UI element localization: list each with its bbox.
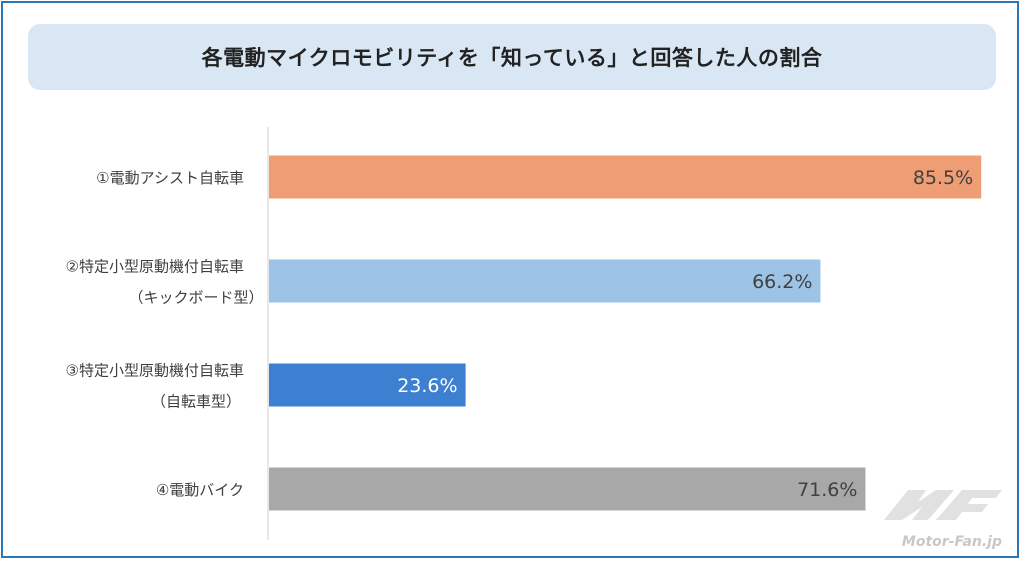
category-label-2-line-2: （キックボード型） (128, 289, 263, 307)
bar-1 (269, 155, 982, 199)
watermark-text: Motor-Fan.jp (901, 534, 1002, 550)
bar-4 (269, 467, 866, 511)
motor-fan-watermark: Motor-Fan.jp (878, 480, 1018, 560)
bar-value-label-2: 66.2% (752, 271, 812, 293)
category-label-3-line-2: （自転車型） (151, 393, 241, 411)
bar-2 (269, 259, 821, 303)
chart-title: 各電動マイクロモビリティを「知っている」と回答した人の割合 (201, 46, 823, 70)
bar-value-label-1: 85.5% (913, 167, 973, 189)
mf-logo (884, 490, 1002, 520)
bar-value-label-3: 23.6% (397, 375, 457, 397)
category-label-3-line-1: ③特定小型原動機付自転車 (66, 362, 244, 380)
title-banner: 各電動マイクロモビリティを「知っている」と回答した人の割合 (28, 24, 996, 90)
category-label-1-line-1: ①電動アシスト自転車 (96, 169, 244, 187)
bar-value-label-4: 71.6% (797, 479, 857, 501)
category-label-4-line-1: ④電動バイク (156, 481, 244, 499)
category-label-2-line-1: ②特定小型原動機付自転車 (66, 258, 244, 276)
bar-3 (269, 363, 466, 407)
